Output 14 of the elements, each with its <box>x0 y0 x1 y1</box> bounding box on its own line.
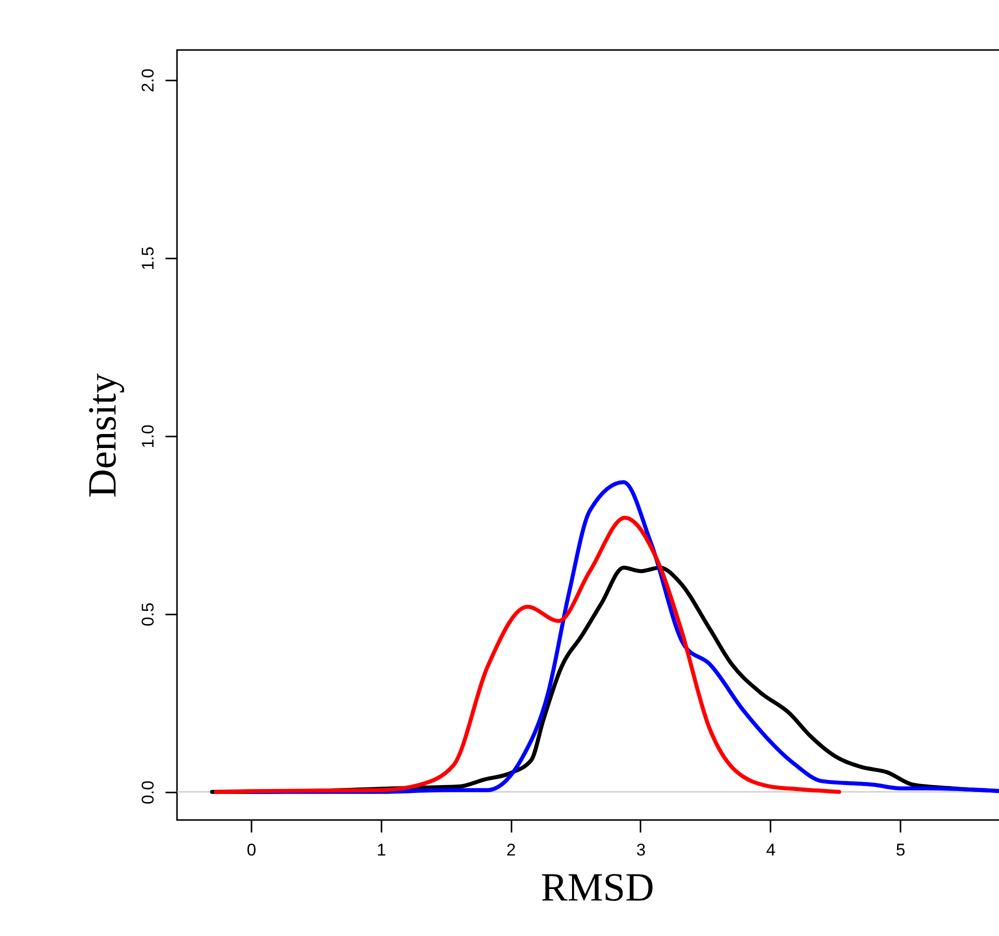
x-axis-title: RMSD <box>540 864 654 910</box>
x-tick-label: 0 <box>246 840 256 860</box>
x-tick-label: 3 <box>636 840 646 860</box>
x-tick-label: 4 <box>766 840 776 860</box>
x-tick-label: 1 <box>376 840 386 860</box>
y-tick-label: 1.5 <box>138 246 158 270</box>
y-axis-title: Density <box>80 373 124 498</box>
y-tick-label: 0.0 <box>138 780 158 804</box>
y-tick-label: 2.0 <box>138 68 158 92</box>
y-tick-label: 1.0 <box>138 424 158 448</box>
x-tick-label: 5 <box>896 840 906 860</box>
x-tick-label: 2 <box>506 840 516 860</box>
y-tick-label: 0.5 <box>138 602 158 626</box>
line-series <box>214 516 842 794</box>
